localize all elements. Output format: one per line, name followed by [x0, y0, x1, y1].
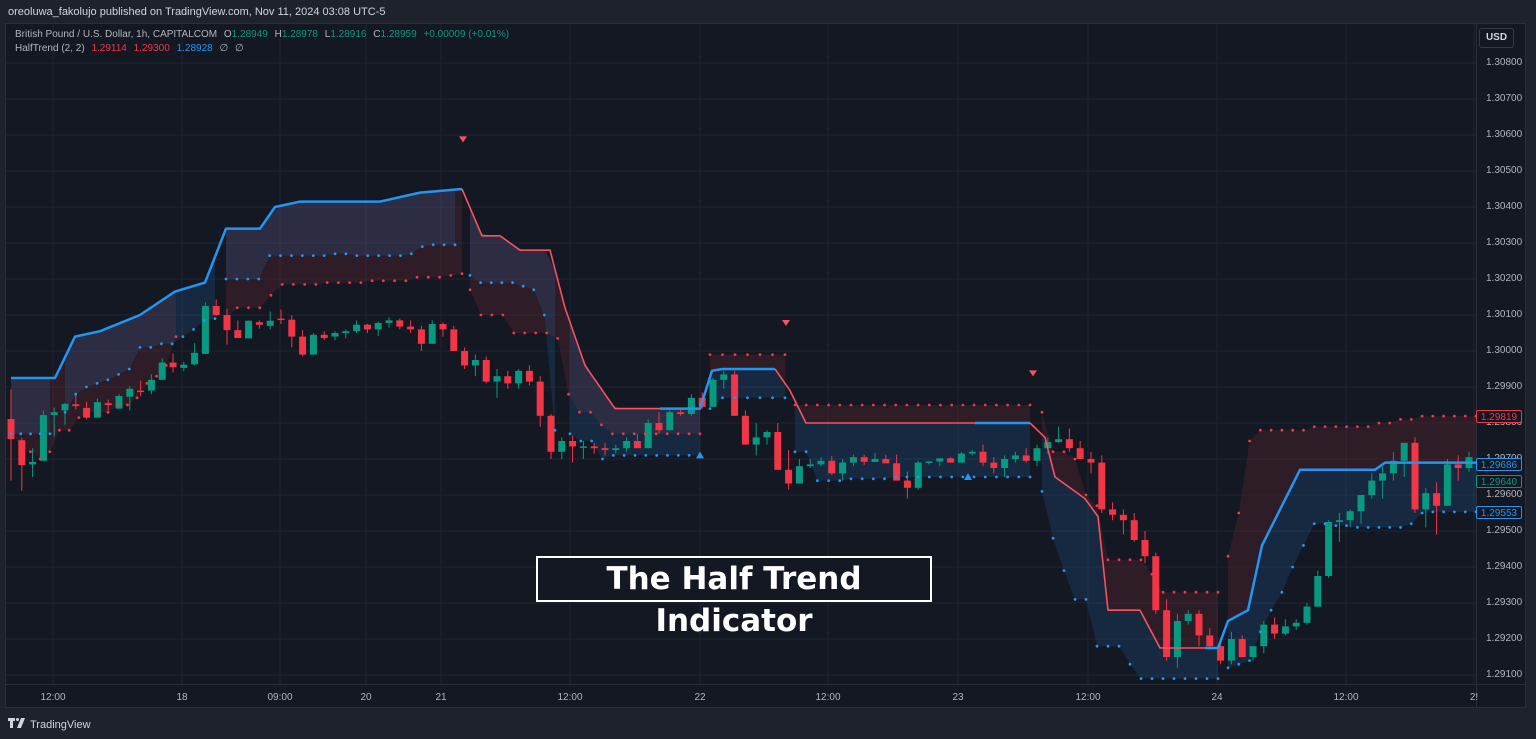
symbol-legend-row[interactable]: British Pound / U.S. Dollar, 1h, CAPITAL…	[15, 28, 509, 42]
close-label: C	[373, 29, 381, 40]
open-value: 1.28949	[231, 29, 268, 40]
indicator-value-3: 1.28928	[176, 43, 213, 54]
indicator-value-2: 1.29300	[133, 43, 170, 54]
high-value: 1.28978	[281, 29, 318, 40]
overlay-title: The Half Trend Indicator	[536, 556, 932, 639]
buy-signal-icon	[964, 473, 972, 480]
price-tick: 1.30400	[1486, 201, 1523, 212]
price-label: 1.29819	[1476, 410, 1522, 424]
tradingview-brand[interactable]: TradingView	[8, 718, 91, 731]
close-value: 1.28959	[380, 29, 417, 40]
time-tick: 12:00	[815, 692, 841, 703]
time-tick: 12:00	[40, 692, 66, 703]
indicator-legend-row[interactable]: HalfTrend (2, 2) 1.29114 1.29300 1.28928…	[15, 42, 509, 56]
price-tick: 1.29500	[1486, 525, 1523, 536]
low-value: 1.28916	[330, 29, 367, 40]
price-tick: 1.30000	[1486, 345, 1523, 356]
indicator-value-4: ∅	[219, 43, 229, 54]
sell-signal-icon	[782, 320, 790, 326]
price-tick: 1.29400	[1486, 561, 1523, 572]
price-tick: 1.29600	[1486, 489, 1523, 500]
time-tick: 18	[176, 692, 188, 703]
time-tick: 23	[952, 692, 964, 703]
price-tick: 1.30600	[1486, 129, 1523, 140]
low-label: L	[324, 29, 331, 40]
price-tick: 1.29900	[1486, 381, 1523, 392]
indicator-name: HalfTrend (2, 2)	[15, 43, 85, 54]
price-label: 1.29640	[1476, 474, 1522, 488]
indicator-value-5: ∅	[235, 43, 244, 54]
price-tick: 1.29100	[1486, 669, 1523, 680]
time-tick: 12:00	[1075, 692, 1101, 703]
buy-signal-icon	[696, 451, 704, 459]
change-value: +0.00009 (+0.01%)	[423, 29, 510, 40]
time-tick: 22	[694, 692, 706, 703]
sell-signal-icon	[459, 136, 467, 143]
price-tick: 1.30300	[1486, 237, 1523, 248]
time-tick: 20	[360, 692, 372, 703]
currency-button[interactable]: USD	[1479, 28, 1514, 48]
symbol-name: British Pound / U.S. Dollar, 1h, CAPITAL…	[15, 29, 218, 40]
time-tick: 2!	[1469, 692, 1479, 703]
time-tick: 09:00	[267, 692, 293, 703]
price-tick: 1.30100	[1486, 309, 1523, 320]
price-tick: 1.30800	[1486, 57, 1523, 68]
publisher-line: oreoluwa_fakolujo published on TradingVi…	[8, 6, 386, 18]
time-tick: 21	[435, 692, 447, 703]
tradingview-logo-icon	[8, 718, 26, 731]
chart-legend: British Pound / U.S. Dollar, 1h, CAPITAL…	[15, 28, 509, 56]
publisher-bar: oreoluwa_fakolujo published on TradingVi…	[0, 0, 1536, 24]
price-tick: 1.30500	[1486, 165, 1523, 176]
sell-signal-icon	[1029, 370, 1037, 377]
price-tick: 1.29200	[1486, 633, 1523, 644]
footer: TradingView	[0, 708, 1536, 739]
price-label: 1.29553	[1476, 505, 1522, 519]
price-tick: 1.30700	[1486, 93, 1523, 104]
high-label: H	[274, 29, 282, 40]
open-label: O	[223, 29, 232, 40]
indicator-value-1: 1.29114	[91, 43, 127, 54]
time-tick: 12:00	[557, 692, 583, 703]
brand-name: TradingView	[30, 718, 91, 731]
price-tick: 1.29300	[1486, 597, 1523, 608]
price-chart[interactable]	[0, 0, 1536, 708]
price-tick: 1.30200	[1486, 273, 1523, 284]
time-tick: 12:00	[1333, 692, 1359, 703]
price-label: 1.29686	[1476, 458, 1522, 472]
time-tick: 24	[1211, 692, 1223, 703]
